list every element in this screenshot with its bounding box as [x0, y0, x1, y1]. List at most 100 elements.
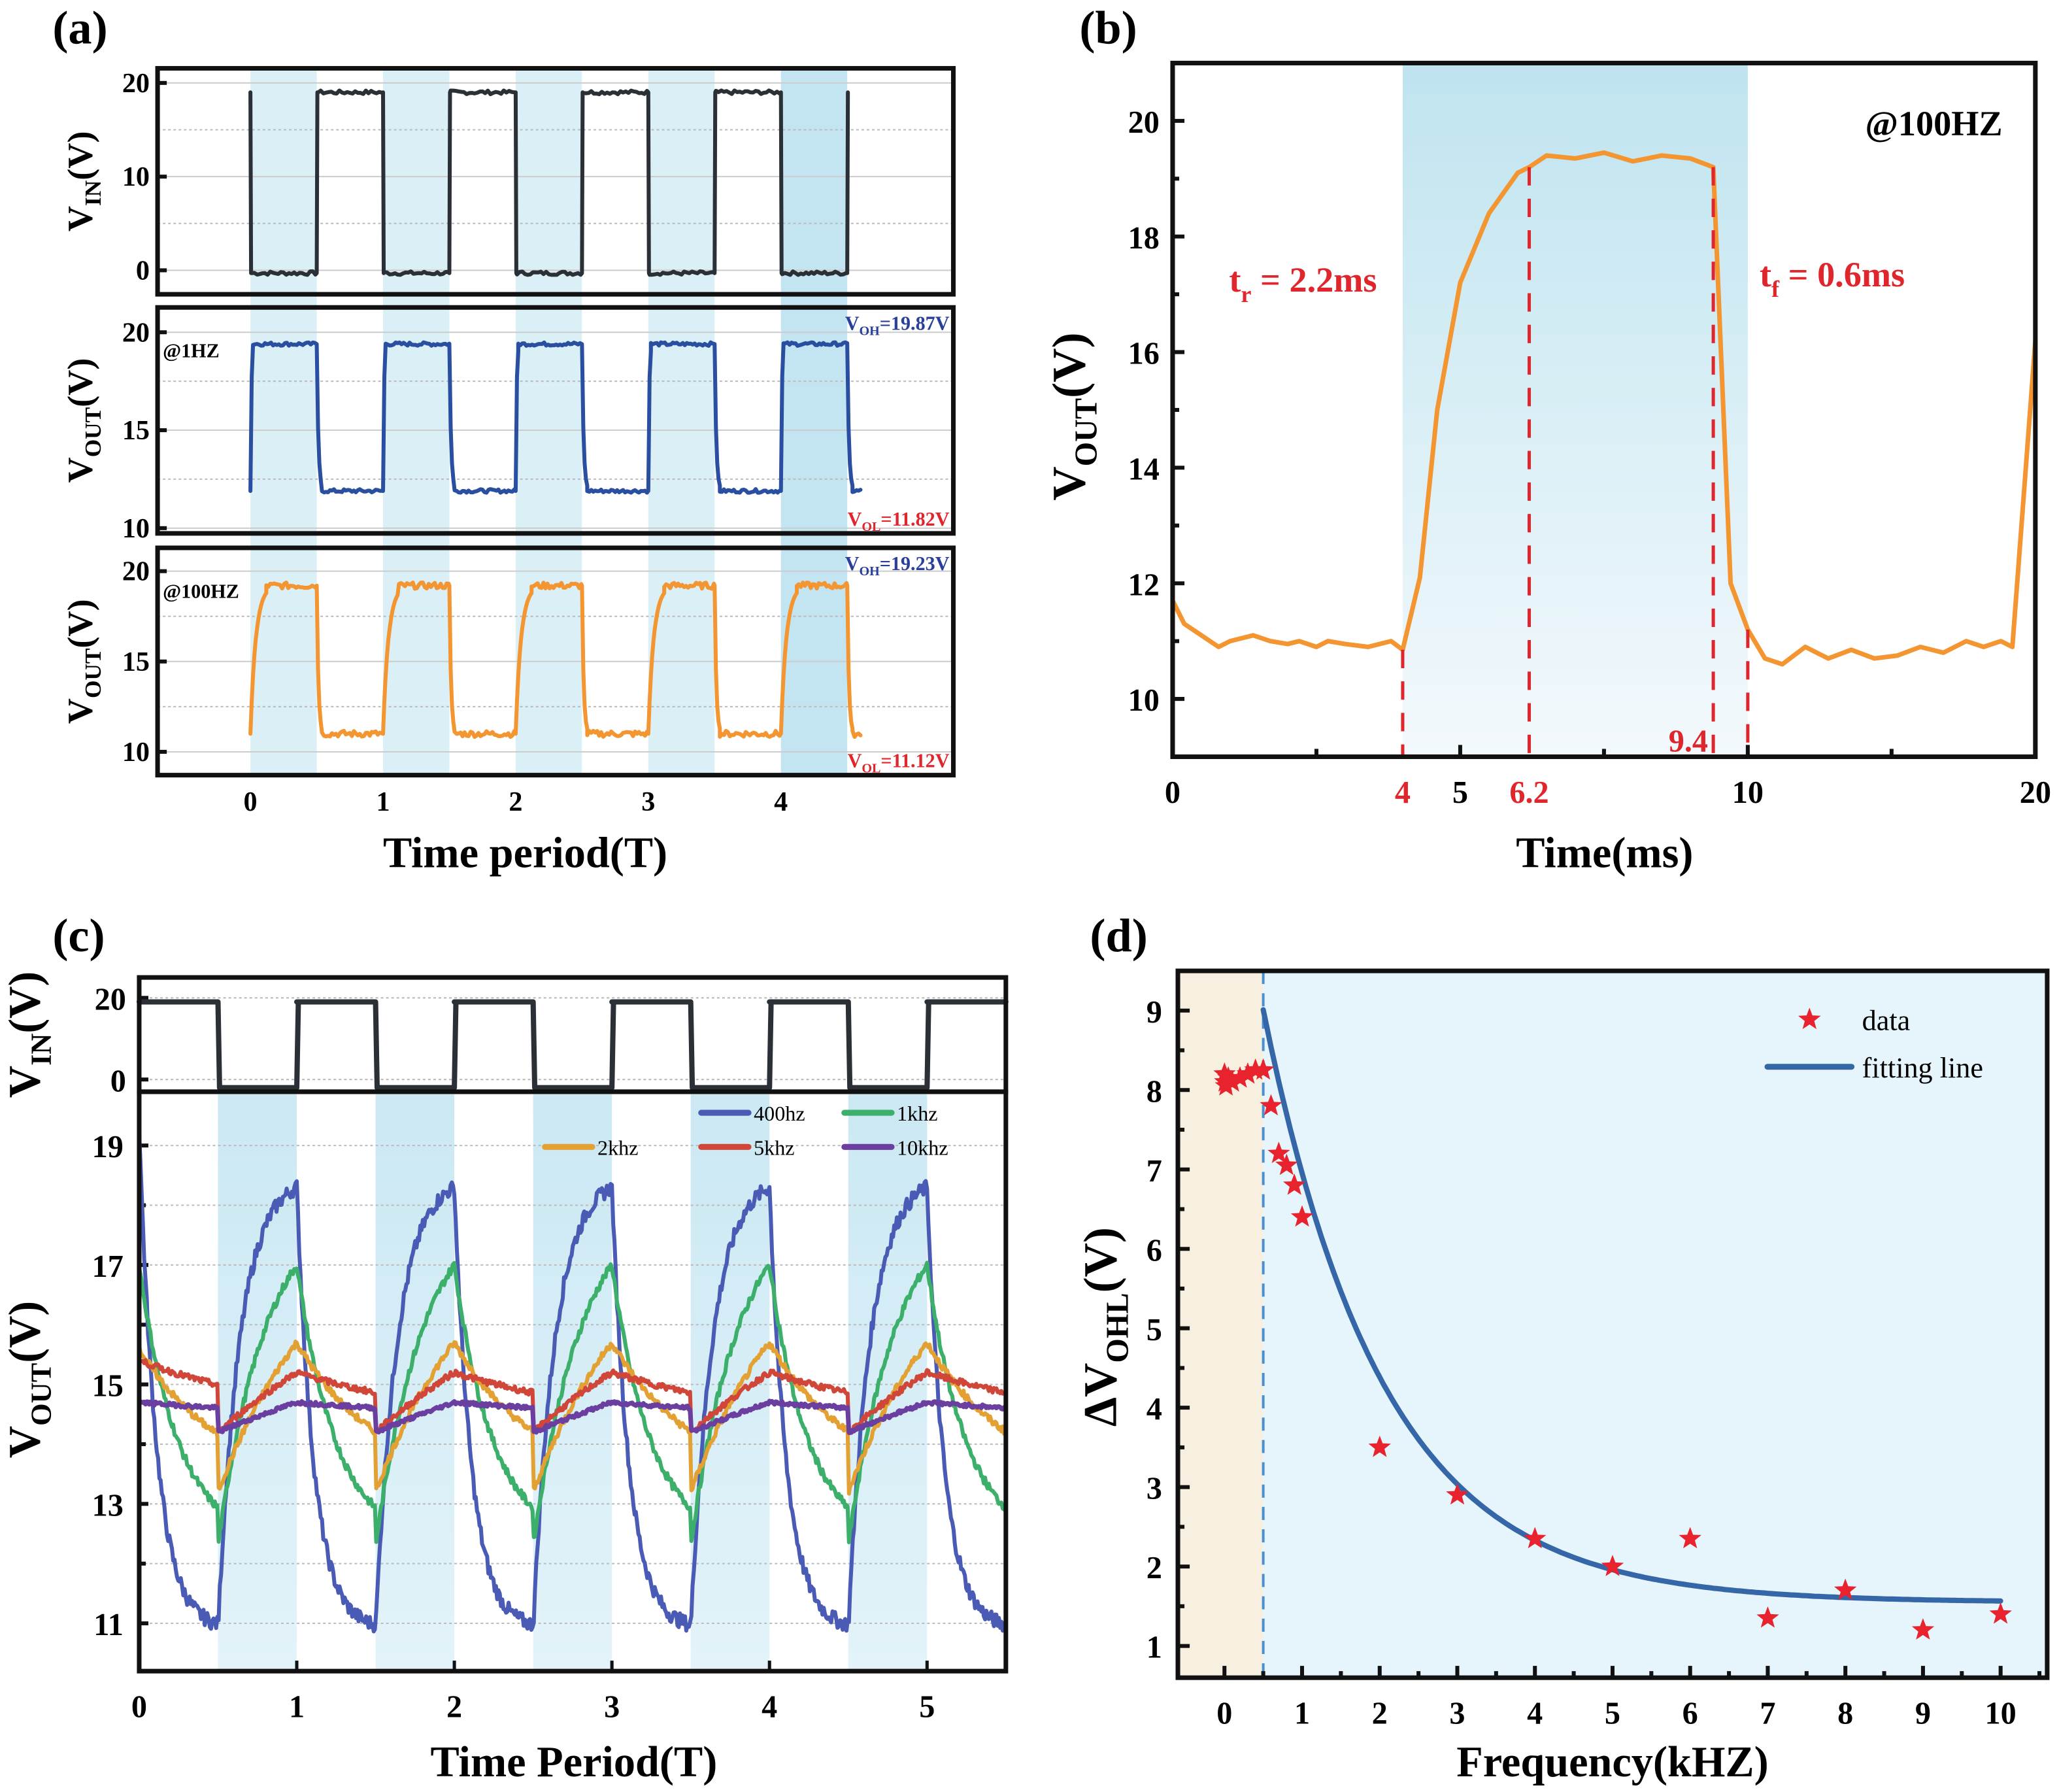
data-point — [1756, 1606, 1779, 1628]
vout-1hz-trace — [248, 340, 863, 495]
x-tick-label: 2 — [1372, 1696, 1388, 1731]
data-point — [1290, 1205, 1314, 1227]
data-point — [1236, 1062, 1260, 1084]
x-tick-label: 0 — [131, 1689, 147, 1724]
x-tick-label: 3 — [641, 786, 655, 817]
vol-annotation: VOL=11.12V — [848, 750, 950, 776]
y-tick-label: 10 — [122, 513, 150, 544]
y-axis-title: VOUT(V) — [1043, 332, 1103, 500]
plot-area: 1 2 3 4 5 6 7 8 9 0 1 2 3 4 5 6 7 8 9 10 — [1147, 968, 2050, 1731]
data-point — [1228, 1066, 1252, 1088]
vin-trace — [248, 88, 850, 277]
y-axis-title: VOUT(V) — [61, 599, 107, 724]
panel-label-d: (d) — [1090, 909, 1147, 962]
legend-swatch-data — [1798, 1007, 1821, 1030]
x-tick-labels: 0 1 2 3 4 — [244, 786, 788, 817]
voh-v: V — [845, 312, 860, 334]
x-tick-label: 0 — [1216, 1696, 1232, 1731]
voh-sub: OH — [860, 324, 880, 338]
y-tick-label: 1 — [1147, 1631, 1162, 1665]
y-axis-title-sub: IN — [24, 1034, 57, 1066]
x-tick-label: 0 — [244, 786, 258, 817]
data-point — [1989, 1602, 2012, 1624]
x-tick-label: 2 — [446, 1689, 462, 1724]
y-axis-title: VIN(V) — [61, 131, 107, 231]
axes-frame-bottom — [137, 1089, 1009, 1674]
y-tick-label: 7 — [1147, 1154, 1162, 1189]
data-point — [1267, 1141, 1290, 1164]
y-tick-label: 20 — [95, 982, 126, 1017]
y-tick-label: 15 — [122, 647, 150, 677]
y-axis-title-sub: OUT — [80, 649, 106, 698]
shaded-interval — [515, 68, 582, 775]
y-axis-title-main: V — [0, 1066, 49, 1098]
y-tick-label: 20 — [122, 317, 150, 348]
data-point — [1220, 1070, 1244, 1092]
x-tick-label: 20 — [2020, 775, 2051, 810]
vout-trace — [1170, 150, 2038, 667]
data-point — [1217, 1066, 1240, 1088]
data-point — [1252, 1058, 1275, 1080]
frequency-annotation: @100HZ — [1865, 104, 2002, 143]
panel-label-b: (b) — [1079, 1, 1137, 54]
legend-label-5khz: 5khz — [754, 1136, 794, 1159]
panel-label-a: (a) — [52, 1, 107, 54]
y-tick-label: 14 — [1128, 452, 1160, 486]
frequency-annotation: @1HZ — [163, 340, 220, 362]
y-axis-title: ΔVOHL(V) — [1075, 1227, 1135, 1427]
vout-trace-2khz — [137, 1340, 1007, 1496]
y-tick-label: 18 — [1128, 221, 1160, 256]
y-tick-label: 12 — [1128, 567, 1160, 602]
x-tick-label: 9 — [1915, 1696, 1931, 1731]
legend-label-fit: fitting line — [1862, 1052, 1983, 1084]
fall-time-label: tf = 0.6ms — [1760, 255, 1905, 302]
data-point — [1275, 1153, 1298, 1175]
data-point — [1282, 1173, 1306, 1195]
x-tick-label: 2 — [509, 786, 522, 817]
x-tick-label: 10 — [1985, 1696, 2017, 1731]
x-tick-label: 6.2 — [1509, 775, 1548, 810]
x-axis-title: Time period(T) — [383, 829, 667, 877]
y-axis-title-main: V — [0, 1426, 49, 1458]
axes-frame-top — [137, 975, 1009, 1094]
y-tick-label: 10 — [122, 161, 150, 192]
plot-area: 10 12 14 16 18 20 0 4 5 6.2 9.4 10 20 — [1128, 60, 2051, 810]
vout-100hz-trace — [248, 581, 863, 739]
y-axis-title-tail: (V) — [61, 131, 100, 180]
y-tick-label: 15 — [92, 1369, 124, 1404]
voh-annotation: VOH=19.23V — [845, 552, 950, 579]
data-point — [1368, 1435, 1391, 1457]
panel-d: (d) 1 2 3 4 5 6 7 8 9 0 1 2 3 4 5 6 7 8 9 10 data fitting li… — [1075, 909, 2050, 1786]
x-tick-label: 1 — [1294, 1696, 1310, 1731]
voh-sub: OH — [860, 564, 880, 579]
vol-value: =11.82V — [880, 508, 949, 530]
axes-frame — [155, 545, 956, 778]
axes-frame — [1170, 60, 2038, 760]
voh-v: V — [845, 552, 860, 575]
data-point — [1911, 1618, 1935, 1640]
y-tick-label: 2 — [1147, 1551, 1162, 1585]
x-tick-label: 3 — [604, 1689, 620, 1724]
voh-annotation: VOH=19.87V — [845, 312, 950, 338]
data-point — [1834, 1578, 1857, 1600]
vol-sub: OL — [862, 762, 880, 776]
y-axis-title-tail: (V) — [0, 972, 49, 1034]
y-tick-label: 16 — [1128, 337, 1160, 371]
x-tick-label: 3 — [1449, 1696, 1465, 1731]
legend-label-400hz: 400hz — [754, 1102, 805, 1125]
vol-sub: OL — [862, 520, 880, 534]
rise-time-label: tr = 2.2ms — [1229, 260, 1377, 307]
x-tick-label: 5 — [919, 1689, 935, 1724]
data-point — [1523, 1527, 1547, 1549]
x-axis-title: Time Period(T) — [431, 1738, 718, 1786]
y-tick-label: 19 — [92, 1130, 124, 1164]
legend-label-2khz: 2khz — [597, 1136, 638, 1159]
data-point — [1260, 1094, 1282, 1116]
x-tick-label: 4 — [1395, 775, 1411, 810]
y-axis-title-main: V — [61, 698, 100, 724]
x-tick-label: 4 — [1527, 1696, 1543, 1731]
voh-value: =19.23V — [880, 552, 950, 575]
x-tick-label: 1 — [289, 1689, 305, 1724]
